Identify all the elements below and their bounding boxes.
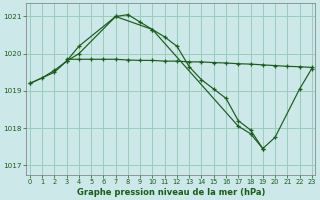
X-axis label: Graphe pression niveau de la mer (hPa): Graphe pression niveau de la mer (hPa) <box>76 188 265 197</box>
